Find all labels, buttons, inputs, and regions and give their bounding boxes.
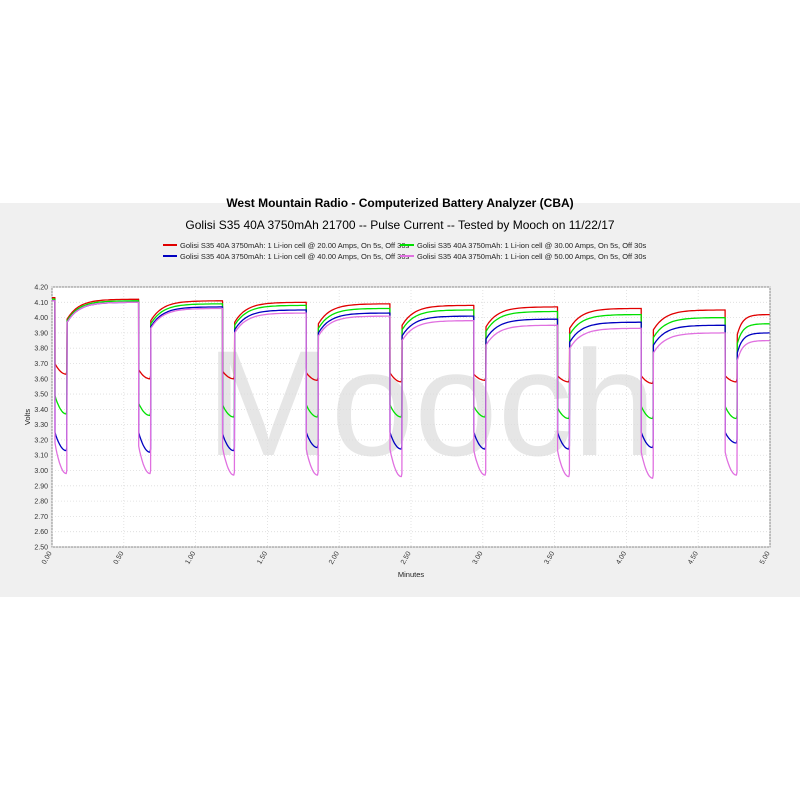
legend-item: Golisi S35 40A 3750mAh: 1 Li-ion cell @ …	[163, 252, 409, 261]
x-tick-label: 1.00	[184, 550, 197, 565]
y-tick-label: 4.10	[34, 300, 48, 307]
y-tick-label: 4.20	[34, 285, 48, 292]
legend-label: Golisi S35 40A 3750mAh: 1 Li-ion cell @ …	[180, 241, 410, 250]
x-tick-label: 2.00	[328, 550, 341, 565]
y-tick-label: 4.00	[34, 315, 48, 322]
watermark: Mooch	[206, 319, 656, 487]
legend-item: Golisi S35 40A 3750mAh: 1 Li-ion cell @ …	[163, 241, 409, 250]
y-tick-label: 2.70	[34, 514, 48, 521]
y-tick-label: 2.90	[34, 483, 48, 490]
y-tick-label: 3.00	[34, 468, 48, 475]
x-tick-label: 0.00	[41, 550, 54, 565]
y-tick-label: 3.80	[34, 346, 48, 353]
legend-label: Golisi S35 40A 3750mAh: 1 Li-ion cell @ …	[417, 241, 647, 250]
legend-label: Golisi S35 40A 3750mAh: 1 Li-ion cell @ …	[180, 252, 410, 261]
legend-swatch	[163, 244, 177, 247]
x-axis-label: Minutes	[398, 570, 425, 579]
x-tick-label: 5.00	[759, 550, 772, 565]
y-tick-label: 3.40	[34, 407, 48, 414]
legend-swatch	[400, 255, 414, 258]
y-tick-label: 3.70	[34, 361, 48, 368]
x-tick-label: 4.50	[687, 550, 700, 565]
series-line-2	[52, 298, 770, 420]
x-tick-label: 4.00	[615, 550, 628, 565]
y-tick-label: 3.10	[34, 453, 48, 460]
x-tick-label: 3.00	[472, 550, 485, 565]
legend-label: Golisi S35 40A 3750mAh: 1 Li-ion cell @ …	[417, 252, 647, 261]
series-line-1	[52, 297, 770, 385]
y-tick-label: 2.60	[34, 529, 48, 536]
y-tick-label: 3.50	[34, 392, 48, 399]
y-tick-label: 2.80	[34, 499, 48, 506]
x-tick-label: 3.50	[543, 550, 556, 565]
legend-item: Golisi S35 40A 3750mAh: 1 Li-ion cell @ …	[400, 241, 646, 250]
series-line-4	[52, 300, 770, 479]
series-line-3	[52, 300, 770, 453]
y-tick-label: 3.30	[34, 422, 48, 429]
x-tick-label: 2.50	[400, 550, 413, 565]
y-tick-label: 2.50	[34, 545, 48, 552]
chart-title: West Mountain Radio - Computerized Batte…	[226, 196, 574, 210]
y-tick-label: 3.20	[34, 437, 48, 444]
y-tick-label: 3.90	[34, 330, 48, 337]
y-tick-label: 3.60	[34, 376, 48, 383]
legend-swatch	[163, 255, 177, 258]
x-tick-label: 1.50	[256, 550, 269, 565]
legend-item: Golisi S35 40A 3750mAh: 1 Li-ion cell @ …	[400, 252, 646, 261]
x-tick-label: 0.50	[113, 550, 126, 565]
chart-subtitle: Golisi S35 40A 3750mAh 21700 -- Pulse Cu…	[185, 218, 615, 232]
legend-swatch	[400, 244, 414, 247]
y-axis-label: Volts	[23, 409, 32, 426]
